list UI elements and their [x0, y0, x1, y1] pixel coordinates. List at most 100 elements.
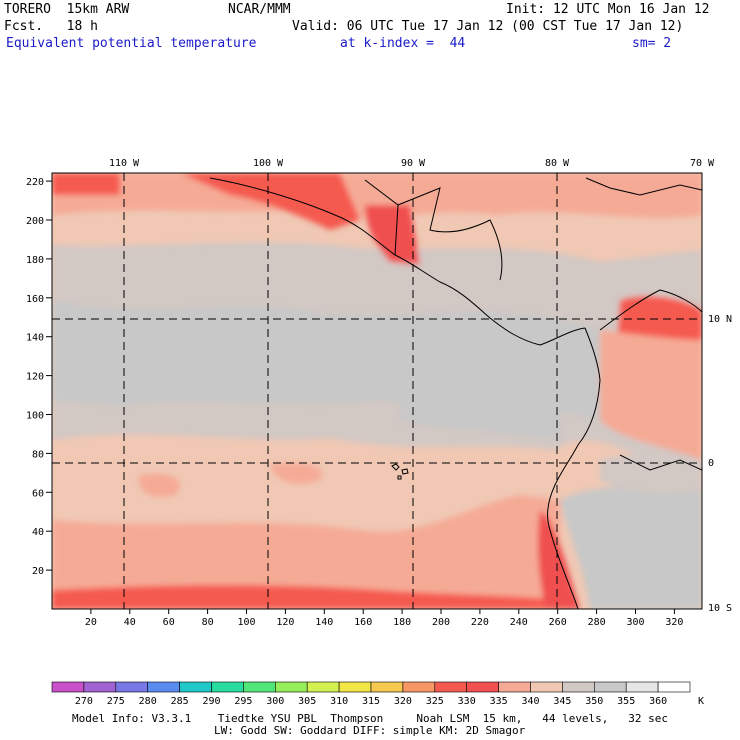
y-tick-label: 100 — [26, 411, 44, 422]
y-tick-label: 180 — [26, 255, 44, 266]
colorbar-swatch — [179, 681, 212, 693]
top-lon-labels: 110 W 100 W 90 W 80 W 70 W — [109, 158, 715, 169]
x-tick-label: 200 — [432, 617, 450, 628]
y-tick-label: 20 — [32, 566, 44, 577]
colorbar-swatch — [593, 681, 627, 693]
colorbar-label: 340 — [521, 696, 539, 707]
x-tick-label: 300 — [626, 617, 644, 628]
x-tick-label: 320 — [665, 617, 683, 628]
colorbar-label: 330 — [458, 696, 476, 707]
colorbar-swatch — [243, 681, 276, 693]
colorbar-label: 300 — [266, 696, 284, 707]
lon-label: 100 W — [253, 158, 284, 169]
model-name: TORERO 15km ARW — [4, 2, 130, 17]
colorbar-swatch — [466, 681, 499, 693]
colorbar-swatch — [274, 681, 308, 693]
colorbar-label: 320 — [394, 696, 412, 707]
x-tick-label: 60 — [163, 617, 175, 628]
colorbar-label: 285 — [171, 696, 189, 707]
bottom-grid-index-ticks: 20 40 60 80 100 120 140 160 180 200 220 240 260 280 30… — [85, 609, 683, 628]
colorbar-label: 355 — [617, 696, 635, 707]
field-band-350c — [560, 480, 702, 609]
colorbar-swatch — [115, 681, 149, 693]
y-tick-label: 160 — [26, 294, 44, 305]
field-band-335b — [537, 510, 580, 609]
field-name: Equivalent potential temperature — [6, 36, 257, 51]
colorbar-label: 275 — [107, 696, 125, 707]
coastlines — [209, 177, 702, 609]
y-tick-label: 60 — [32, 488, 44, 499]
lat-label: 0 — [708, 458, 714, 469]
x-tick-label: 140 — [315, 617, 333, 628]
x-tick-label: 280 — [588, 617, 606, 628]
init-time: Init: 12 UTC Mon 16 Jan 12 — [506, 2, 710, 17]
y-tick-label: 40 — [32, 527, 44, 538]
right-lat-labels: 10 N 0 10 S — [708, 314, 732, 614]
colorbar-label: 295 — [234, 696, 252, 707]
colorbar-label: 280 — [139, 696, 157, 707]
x-tick-label: 180 — [393, 617, 411, 628]
colorbar: 270 275 280 285 290 295 300 305 310 315 320 325 330 3… — [51, 681, 691, 707]
y-tick-label: 120 — [26, 372, 44, 383]
colorbar-swatch — [434, 681, 467, 693]
smoothing-info: sm= 2 — [632, 36, 672, 51]
field-patch-340 — [139, 473, 181, 497]
model-info-line1: Model Info: V3.3.1 Tiedtke YSU PBL Thomp… — [72, 712, 669, 725]
lat-lon-grid — [52, 173, 702, 609]
valid-time: Valid: 06 UTC Tue 17 Jan 12 (00 CST Tue … — [292, 19, 684, 34]
field-band-350b — [400, 379, 560, 440]
x-tick-label: 40 — [124, 617, 136, 628]
field-band-340c — [52, 495, 560, 609]
y-tick-label: 140 — [26, 333, 44, 344]
colorbar-label: 270 — [75, 696, 93, 707]
colorbar-label: 315 — [362, 696, 380, 707]
colorbar-label: 350 — [585, 696, 603, 707]
theta-e-field — [52, 173, 702, 609]
forecast-hour: Fcst. 18 h — [4, 19, 98, 34]
colorbar-swatch — [147, 681, 180, 693]
colorbar-label: 335 — [490, 696, 508, 707]
field-band-330b — [52, 173, 120, 195]
x-tick-label: 120 — [276, 617, 294, 628]
colorbar-label: 325 — [426, 696, 444, 707]
colorbar-unit: K — [698, 696, 704, 707]
lat-label: 10 S — [708, 603, 732, 614]
colorbar-swatch — [306, 681, 340, 693]
x-tick-label: 220 — [471, 617, 489, 628]
colorbar-swatch — [498, 681, 531, 693]
field-band-330 — [180, 173, 360, 230]
x-tick-label: 100 — [237, 617, 255, 628]
colorbar-swatch — [370, 681, 404, 693]
plot-frame — [51, 172, 703, 610]
colorbar-swatch — [83, 681, 117, 693]
colorbar-swatch — [530, 681, 563, 693]
field-band-335 — [365, 205, 420, 265]
field-patch-340b — [270, 463, 322, 484]
colorbar-label: 290 — [202, 696, 220, 707]
colorbar-label: 345 — [553, 696, 571, 707]
x-tick-label: 20 — [85, 617, 97, 628]
x-tick-label: 260 — [549, 617, 567, 628]
colorbar-swatch — [625, 681, 659, 693]
lon-label: 110 W — [109, 158, 140, 169]
y-tick-label: 80 — [32, 449, 44, 460]
x-tick-label: 160 — [354, 617, 372, 628]
x-tick-label: 80 — [202, 617, 214, 628]
field-band-330d — [52, 585, 560, 609]
field-band-340b — [600, 330, 702, 460]
center-name: NCAR/MMM — [228, 2, 291, 17]
y-tick-label: 220 — [26, 177, 44, 188]
left-grid-index-ticks: 20 40 60 80 100 120 140 160 180 200 220 — [26, 177, 52, 577]
lon-label: 80 W — [545, 158, 570, 169]
colorbar-swatch — [338, 681, 372, 693]
colorbar-label: 305 — [298, 696, 316, 707]
colorbar-swatch — [562, 681, 595, 693]
y-tick-label: 200 — [26, 216, 44, 227]
lat-label: 10 N — [708, 314, 732, 325]
colorbar-swatch — [402, 681, 436, 693]
model-info-line2: LW: Godd SW: Goddard DIFF: simple KM: 2D… — [214, 724, 526, 737]
colorbar-swatch — [657, 681, 691, 693]
colorbar-label: 310 — [330, 696, 348, 707]
level-info: at k-index = 44 — [340, 36, 466, 51]
